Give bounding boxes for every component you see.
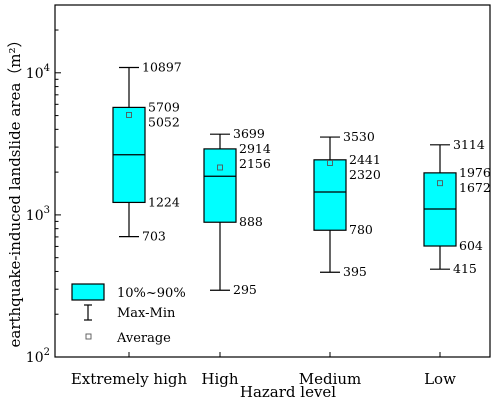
y-tick-label: 103 — [26, 205, 50, 224]
p10-value-label: 780 — [349, 222, 373, 237]
legend-label-box: 10%~90% — [117, 286, 186, 301]
max-value-label: 3114 — [453, 137, 485, 152]
min-value-label: 295 — [233, 282, 257, 297]
legend-box-swatch — [71, 283, 105, 301]
min-value-label: 395 — [343, 264, 367, 279]
legend-average-swatch — [85, 333, 92, 340]
box-10-90 — [313, 159, 347, 231]
x-tick-label: Medium — [299, 370, 362, 388]
x-tick-label: High — [201, 370, 238, 388]
min-value-label: 703 — [142, 229, 166, 244]
y-tick-label: 104 — [26, 63, 50, 82]
p90-value-label: 1976 — [459, 165, 491, 180]
p10-value-label: 604 — [459, 238, 483, 253]
max-value-label: 3699 — [233, 126, 265, 141]
min-value-label: 415 — [453, 261, 477, 276]
p90-value-label: 2441 — [349, 152, 381, 167]
average-marker — [437, 180, 443, 187]
box-10-90 — [203, 148, 237, 223]
average-value-label: 5052 — [148, 114, 180, 129]
average-value-label: 1672 — [459, 180, 491, 195]
p90-value-label: 2914 — [239, 141, 271, 156]
p90-value-label: 5709 — [148, 99, 180, 114]
p10-value-label: 1224 — [148, 194, 180, 209]
p10-value-label: 888 — [239, 214, 263, 229]
y-tick-label: 102 — [26, 347, 50, 366]
average-value-label: 2156 — [239, 156, 271, 171]
average-value-label: 2320 — [349, 167, 381, 182]
x-tick-label: Extremely high — [71, 370, 188, 388]
max-value-label: 10897 — [142, 59, 182, 74]
y-axis-title: earthquake-induced landslide area（m²） — [6, 32, 24, 347]
x-axis-title: Hazard level — [240, 383, 336, 401]
plot-frame — [54, 4, 491, 358]
x-tick-label: Low — [424, 370, 456, 388]
average-marker — [327, 160, 333, 166]
legend-label-average: Average — [116, 331, 171, 346]
legend-label-whisker: Max-Min — [117, 306, 176, 321]
average-marker — [217, 164, 223, 171]
max-value-label: 3530 — [343, 129, 375, 144]
average-marker — [126, 111, 132, 118]
